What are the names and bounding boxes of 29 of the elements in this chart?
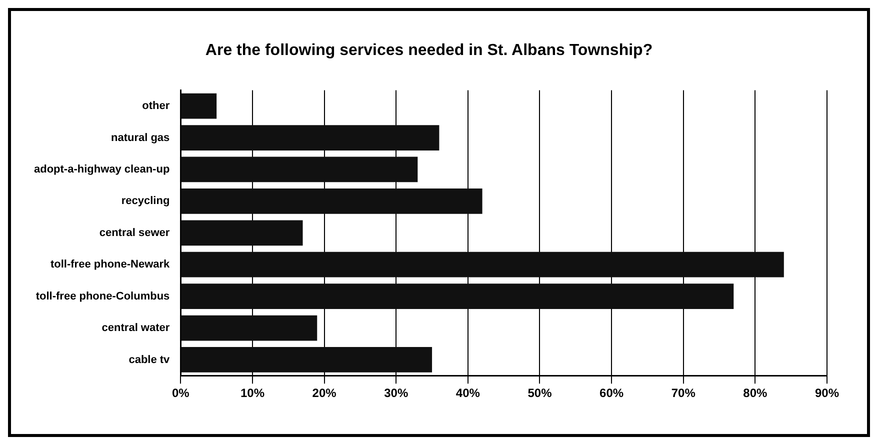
y-tick-label: toll-free phone-Newark — [50, 258, 171, 271]
x-tick-label: 30% — [384, 386, 408, 400]
bar — [181, 284, 734, 310]
x-tick-label: 60% — [600, 386, 624, 400]
x-tick-label: 90% — [814, 386, 840, 400]
bar — [181, 93, 217, 119]
bar — [181, 347, 432, 372]
x-tick-label: 50% — [528, 386, 552, 400]
chart-title: Are the following services needed in St. Albans Township? — [205, 42, 653, 60]
y-tick-label: other — [142, 100, 170, 112]
x-tick-label: 20% — [312, 386, 337, 400]
y-tick-label: recycling — [121, 195, 170, 208]
bar — [181, 315, 318, 341]
x-tick-label: 40% — [456, 386, 480, 400]
bar — [181, 252, 784, 278]
bar — [181, 125, 440, 150]
y-tick-label: cable tv — [128, 354, 171, 366]
y-tick-label: central water — [102, 322, 170, 334]
x-tick-label: 0% — [172, 386, 190, 400]
x-tick-label: 70% — [671, 386, 696, 400]
bar — [181, 156, 418, 182]
x-tick-label: 80% — [743, 386, 768, 400]
bar — [181, 220, 303, 246]
y-tick-label: toll-free phone-Columbus — [36, 290, 170, 302]
y-tick-label: central sewer — [99, 226, 170, 239]
bar — [181, 188, 482, 214]
x-tick-label: 10% — [240, 386, 265, 400]
y-tick-label: adopt-a-highway clean-up — [34, 164, 170, 176]
y-tick-label: natural gas — [110, 132, 170, 144]
